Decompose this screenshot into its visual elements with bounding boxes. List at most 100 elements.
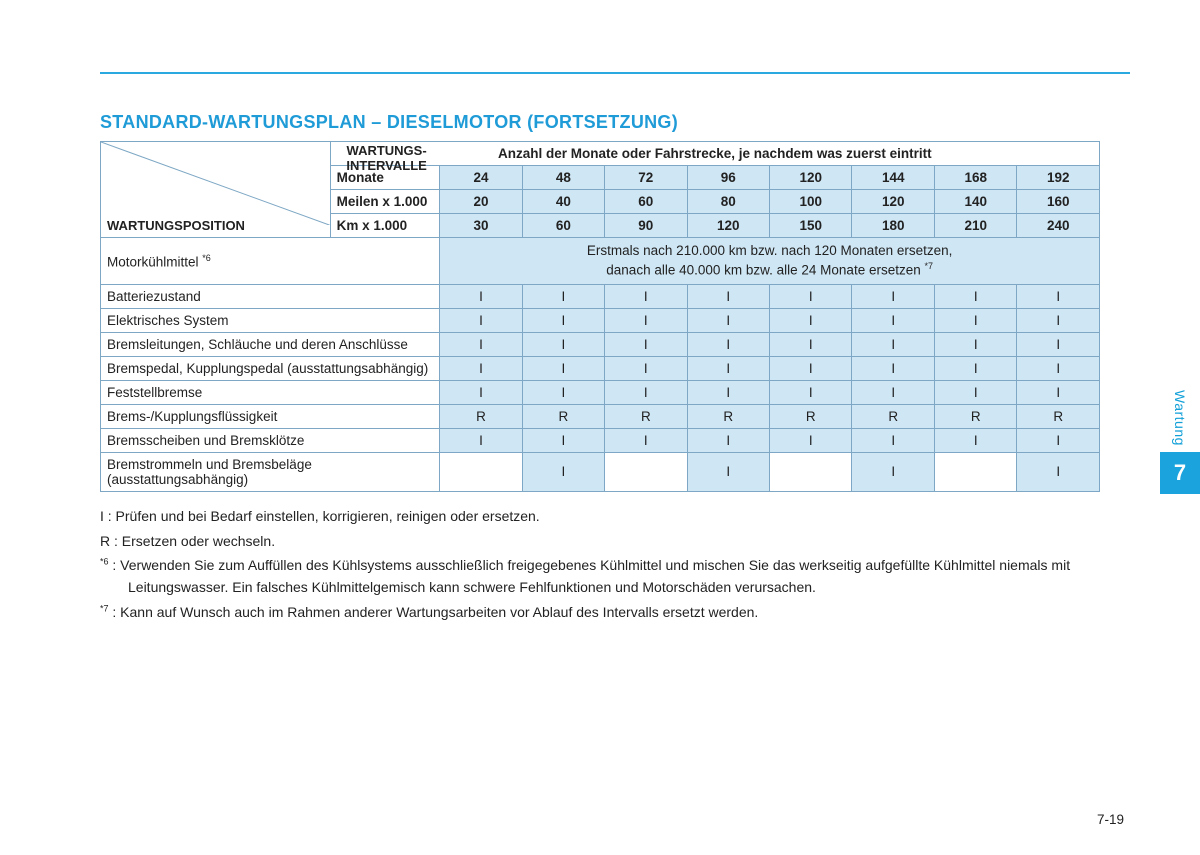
legend-i: I : Prüfen und bei Bedarf einstellen, ko… (100, 506, 1100, 528)
cell: I (770, 428, 852, 452)
header-value: 168 (934, 166, 1016, 190)
cell: I (605, 332, 687, 356)
row-label: Bremspedal, Kupplungspedal (ausstattungs… (101, 356, 440, 380)
chapter-number: 7 (1160, 452, 1200, 494)
diag-bottom-label: WARTUNGSPOSITION (107, 218, 245, 233)
side-tab: Wartung 7 (1160, 390, 1200, 494)
row-label: Feststellbremse (101, 380, 440, 404)
cell: I (934, 356, 1016, 380)
legend-note-7: *7 : Kann auf Wunsch auch im Rahmen ande… (100, 602, 1100, 624)
table-row: Bremsscheiben und BremsklötzeIIIIIIII (101, 428, 1100, 452)
cell (770, 452, 852, 491)
header-value: 240 (1017, 214, 1100, 238)
coolant-label: Motorkühlmittel *6 (101, 238, 440, 285)
table-row: BatteriezustandIIIIIIII (101, 284, 1100, 308)
header-span: Anzahl der Monate oder Fahrstrecke, je n… (330, 142, 1099, 166)
header-value: 30 (440, 214, 522, 238)
cell: I (440, 332, 522, 356)
cell: I (687, 332, 769, 356)
row-label: Bremstrommeln und Bremsbeläge (ausstattu… (101, 452, 440, 491)
side-label: Wartung (1172, 390, 1188, 446)
header-value: 80 (687, 190, 769, 214)
header-value: 144 (852, 166, 934, 190)
cell: I (770, 284, 852, 308)
cell: I (934, 308, 1016, 332)
legend-note-6: *6 : Verwenden Sie zum Auffüllen des Küh… (100, 555, 1100, 598)
cell: I (522, 452, 604, 491)
header-value: 100 (770, 190, 852, 214)
header-value: 48 (522, 166, 604, 190)
cell: I (440, 428, 522, 452)
cell: I (605, 308, 687, 332)
header-value: 150 (770, 214, 852, 238)
diagonal-line-icon (101, 142, 330, 225)
row-label: Brems-/Kupplungsflüssigkeit (101, 404, 440, 428)
cell: I (934, 428, 1016, 452)
top-rule (100, 72, 1130, 74)
cell: I (1017, 428, 1100, 452)
diag-top-label: WARTUNGS- INTERVALLE (332, 144, 442, 174)
cell: I (522, 380, 604, 404)
header-value: 180 (852, 214, 934, 238)
table-row: Bremsleitungen, Schläuche und deren Ansc… (101, 332, 1100, 356)
cell: I (1017, 380, 1100, 404)
diagonal-header: WARTUNGS- INTERVALLE WARTUNGSPOSITION (101, 142, 331, 238)
table-row: Elektrisches SystemIIIIIIII (101, 308, 1100, 332)
header-value: 96 (687, 166, 769, 190)
cell: I (770, 356, 852, 380)
cell: I (605, 428, 687, 452)
row-label: Bremsscheiben und Bremsklötze (101, 428, 440, 452)
cell: I (522, 356, 604, 380)
cell: R (605, 404, 687, 428)
page-content: STANDARD-WARTUNGSPLAN – DIESELMOTOR (FOR… (100, 112, 1100, 626)
header-value: 210 (934, 214, 1016, 238)
cell: I (934, 380, 1016, 404)
cell: I (440, 356, 522, 380)
header-value: 60 (522, 214, 604, 238)
cell (605, 452, 687, 491)
diag-top-2: INTERVALLE (346, 158, 426, 173)
header-value: 120 (687, 214, 769, 238)
row-label: Elektrisches System (101, 308, 440, 332)
page-number: 7-19 (1097, 812, 1124, 827)
cell: I (605, 380, 687, 404)
maintenance-table: WARTUNGS- INTERVALLE WARTUNGSPOSITION An… (100, 141, 1100, 492)
header-value: 72 (605, 166, 687, 190)
cell: I (687, 284, 769, 308)
header-value: 90 (605, 214, 687, 238)
header-value: 20 (440, 190, 522, 214)
table-row: Bremstrommeln und Bremsbeläge (ausstattu… (101, 452, 1100, 491)
cell: I (440, 284, 522, 308)
cell: I (852, 356, 934, 380)
unit-label: Meilen x 1.000 (330, 190, 440, 214)
legend-r: R : Ersetzen oder wechseln. (100, 531, 1100, 553)
cell (934, 452, 1016, 491)
cell: I (852, 308, 934, 332)
cell: I (934, 284, 1016, 308)
cell: R (440, 404, 522, 428)
cell: I (522, 428, 604, 452)
header-value: 140 (934, 190, 1016, 214)
header-value: 60 (605, 190, 687, 214)
cell: R (687, 404, 769, 428)
legend: I : Prüfen und bei Bedarf einstellen, ko… (100, 506, 1100, 623)
table-row: Brems-/KupplungsflüssigkeitRRRRRRRR (101, 404, 1100, 428)
cell: I (687, 452, 769, 491)
cell: I (770, 332, 852, 356)
row-label: Bremsleitungen, Schläuche und deren Ansc… (101, 332, 440, 356)
cell: I (852, 452, 934, 491)
cell: R (770, 404, 852, 428)
cell (440, 452, 522, 491)
cell: I (687, 428, 769, 452)
cell: I (687, 380, 769, 404)
cell: I (522, 332, 604, 356)
cell: I (934, 332, 1016, 356)
cell: I (770, 380, 852, 404)
cell: R (852, 404, 934, 428)
cell: I (522, 284, 604, 308)
cell: R (522, 404, 604, 428)
header-value: 120 (852, 190, 934, 214)
table-row: FeststellbremseIIIIIIII (101, 380, 1100, 404)
cell: I (1017, 284, 1100, 308)
cell: I (687, 356, 769, 380)
